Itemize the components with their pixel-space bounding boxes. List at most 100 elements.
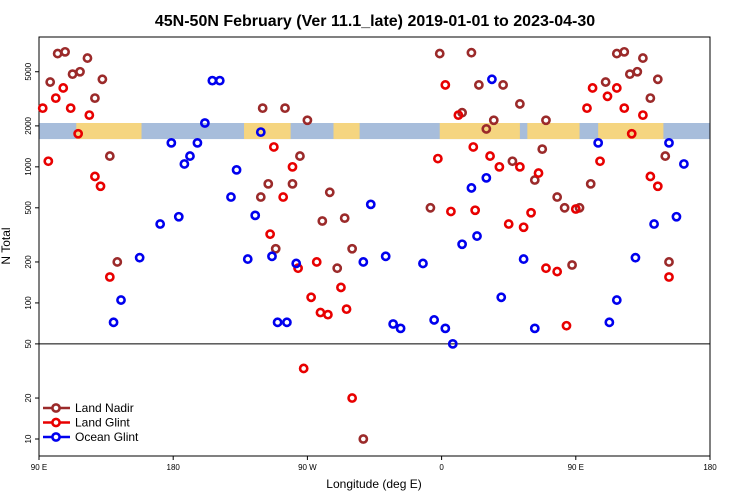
- land-nadir-point: [529, 175, 540, 185]
- ocean-glint-point: [272, 317, 283, 328]
- land-glint-point: [638, 110, 648, 121]
- land-nadir-point: [317, 216, 328, 226]
- land-nadir-point: [664, 257, 674, 267]
- ocean-glint-point: [466, 183, 477, 193]
- y-tick-label: 10: [24, 434, 33, 443]
- x-tick-label: 90 E: [568, 463, 584, 472]
- land-glint-point: [645, 171, 656, 182]
- land-nadir-point: [559, 202, 570, 213]
- y-tick-label: 200: [24, 255, 33, 269]
- ocean-glint-point: [358, 257, 369, 267]
- land-nadir-point: [75, 66, 85, 77]
- ocean-glint-point: [388, 319, 399, 329]
- land-glint-point: [268, 142, 279, 152]
- land-nadir-point: [324, 187, 335, 198]
- land-nadir-point: [287, 178, 298, 189]
- ocean-glint-point: [671, 211, 682, 222]
- land-glint-point: [278, 192, 289, 202]
- land-glint-point: [432, 153, 443, 164]
- land-band-segment-4: [527, 123, 580, 140]
- land-glint-point: [37, 103, 48, 114]
- land-glint-point: [58, 83, 69, 93]
- ocean-glint-point: [630, 252, 641, 263]
- land-glint-point: [561, 320, 572, 331]
- land-glint-point: [306, 292, 317, 303]
- land-glint-point: [336, 282, 346, 293]
- land-glint-point: [470, 205, 481, 216]
- land-glint-point: [468, 142, 479, 152]
- ocean-glint-point: [267, 251, 277, 262]
- y-axis-label: N Total: [0, 227, 13, 264]
- y-tick-label: 2000: [24, 116, 33, 134]
- series-land-nadir: [45, 46, 674, 444]
- land-nadir-point: [263, 178, 274, 189]
- legend-label: Land Glint: [75, 416, 130, 430]
- land-glint-point: [611, 83, 622, 93]
- land-glint-point: [494, 161, 505, 172]
- land-nadir-point: [358, 434, 369, 444]
- ocean-glint-point: [593, 137, 604, 148]
- legend-marker: [51, 432, 61, 442]
- land-nadir-point: [295, 151, 305, 161]
- land-glint-point: [526, 207, 536, 218]
- land-nadir-point: [270, 243, 281, 254]
- ocean-glint-point: [134, 252, 145, 263]
- land-glint-point: [287, 161, 298, 172]
- ocean-glint-point: [116, 295, 126, 305]
- land-nadir-point: [473, 80, 484, 90]
- land-glint-point: [73, 128, 84, 139]
- ocean-glint-point: [192, 137, 203, 148]
- plot-frame: [38, 36, 711, 457]
- land-nadir-point: [434, 48, 445, 59]
- ocean-glint-point: [155, 219, 166, 229]
- y-tick-label: 100: [24, 296, 33, 310]
- ocean-glint-point: [231, 164, 242, 175]
- land-glint-point: [84, 110, 95, 121]
- land-glint-point: [265, 229, 276, 240]
- x-tick-label: 180: [703, 463, 717, 472]
- ocean-glint-point: [179, 159, 190, 169]
- land-glint-point: [453, 110, 464, 121]
- legend-item-land-nadir: Land Nadir: [43, 401, 134, 415]
- land-nadir-point: [466, 47, 477, 58]
- land-nadir-point: [90, 93, 100, 104]
- legend-item-ocean-glint: Ocean Glint: [43, 430, 139, 444]
- land-nadir-point: [652, 74, 663, 85]
- ocean-glint-point: [664, 137, 674, 148]
- x-tick-label: 180: [167, 463, 181, 472]
- land-nadir-point: [302, 115, 313, 126]
- land-glint-point: [446, 206, 456, 217]
- land-nadir-point: [488, 115, 499, 126]
- land-glint-point: [90, 171, 100, 182]
- land-glint-point: [514, 161, 525, 172]
- land-nadir-point: [332, 263, 343, 274]
- land-band-segment-0: [76, 123, 142, 140]
- land-glint-point: [315, 307, 326, 318]
- land-nadir-point: [425, 202, 436, 213]
- ocean-glint-point: [242, 254, 253, 264]
- land-glint-point: [65, 103, 76, 114]
- land-glint-point: [541, 263, 551, 274]
- land-nadir-point: [514, 99, 525, 109]
- series-ocean-glint: [108, 74, 689, 349]
- land-nadir-point: [660, 151, 671, 161]
- x-tick-label: 90 E: [31, 463, 47, 472]
- x-tick-label: 0: [439, 463, 444, 472]
- land-glint-point: [664, 272, 674, 282]
- land-nadir-point: [619, 46, 630, 57]
- chart-title: 45N-50N February (Ver 11.1_late) 2019-01…: [155, 13, 595, 30]
- land-glint-point: [518, 222, 529, 233]
- land-glint-point: [298, 363, 309, 374]
- ocean-glint-point: [173, 211, 184, 222]
- land-glint-point: [503, 219, 514, 229]
- land-glint-point: [323, 309, 333, 320]
- land-nadir-point: [97, 74, 108, 85]
- y-tick-label: 20: [24, 393, 33, 402]
- land-glint-point: [43, 156, 54, 167]
- land-nadir-point: [67, 69, 78, 80]
- ocean-glint-point: [481, 172, 492, 183]
- land-glint-point: [293, 263, 303, 274]
- ocean-glint-point: [496, 292, 507, 303]
- y-tick-label: 50: [24, 339, 33, 348]
